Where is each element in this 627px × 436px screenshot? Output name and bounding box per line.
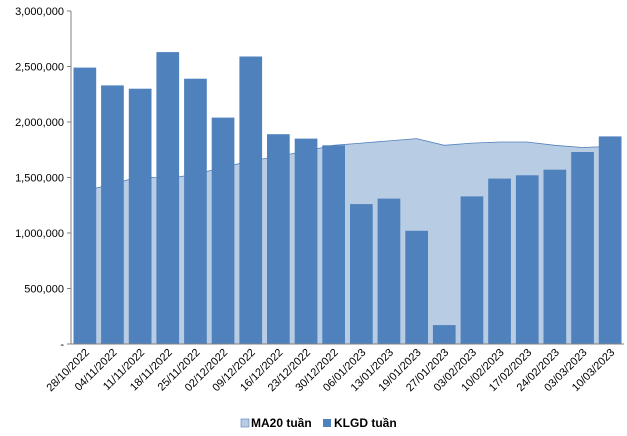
y-tick-label: 1,500,000	[15, 173, 64, 185]
x-axis: 28/10/202204/11/202211/11/202218/11/2022…	[45, 343, 624, 394]
legend: MA20 tuần KLGD tuần	[240, 416, 397, 430]
y-tick-label: 2,500,000	[15, 62, 64, 74]
legend-label-ma20: MA20 tuần	[251, 416, 312, 430]
klgd-bar	[101, 85, 124, 345]
klgd-bar	[571, 152, 594, 344]
legend-swatch-klgd	[323, 419, 331, 427]
klgd-bar	[322, 145, 345, 344]
klgd-bar	[128, 88, 152, 344]
klgd-bar	[432, 325, 456, 344]
plot-area	[73, 52, 622, 345]
klgd-bar	[239, 56, 263, 344]
y-axis: - 500,000 1,000,000 1,500,000 2,000,000 2,500…	[15, 6, 72, 351]
y-tick-label: 500,000	[24, 284, 64, 296]
klgd-bar	[377, 198, 401, 344]
klgd-bar	[543, 169, 567, 344]
y-tick-label: 3,000,000	[15, 6, 64, 18]
klgd-bar	[294, 138, 318, 344]
klgd-bar	[460, 196, 484, 344]
y-tick-label: 2,000,000	[15, 117, 64, 129]
klgd-bar	[184, 78, 207, 344]
klgd-bar	[350, 204, 373, 344]
klgd-bar	[267, 134, 290, 344]
legend-label-klgd: KLGD tuần	[334, 416, 397, 430]
legend-swatch-ma20	[240, 418, 250, 428]
klgd-bar	[73, 67, 97, 344]
y-tick-label: 1,000,000	[15, 228, 64, 240]
klgd-bar	[405, 230, 428, 344]
klgd-bar	[488, 178, 511, 344]
klgd-bar	[515, 175, 539, 344]
klgd-bar	[598, 136, 622, 344]
y-tick-label: -	[60, 339, 64, 351]
klgd-bar	[156, 52, 180, 344]
klgd-bar	[211, 117, 235, 344]
